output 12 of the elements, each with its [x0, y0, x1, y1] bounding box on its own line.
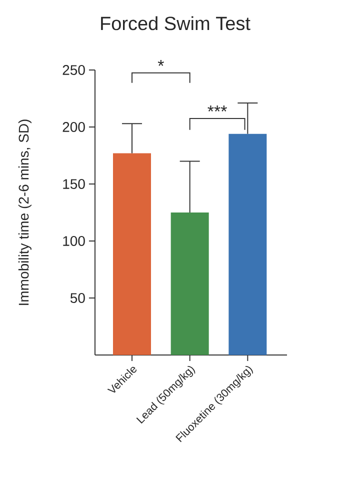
y-axis-title: Immobility time (2-6 mins, SD): [18, 120, 32, 305]
chart-title: Forced Swim Test: [101, 16, 250, 30]
y-tick-label: 50: [70, 293, 85, 303]
bar: [113, 153, 151, 355]
bar: [170, 212, 209, 355]
bar: [228, 134, 267, 355]
y-tick-label: 200: [62, 122, 85, 132]
y-tick-label: 100: [63, 236, 85, 246]
text: *: [158, 60, 164, 66]
y-tick-label: 250: [62, 65, 85, 75]
y-tick-label: 150: [63, 179, 85, 189]
annotation: ***: [208, 106, 227, 112]
